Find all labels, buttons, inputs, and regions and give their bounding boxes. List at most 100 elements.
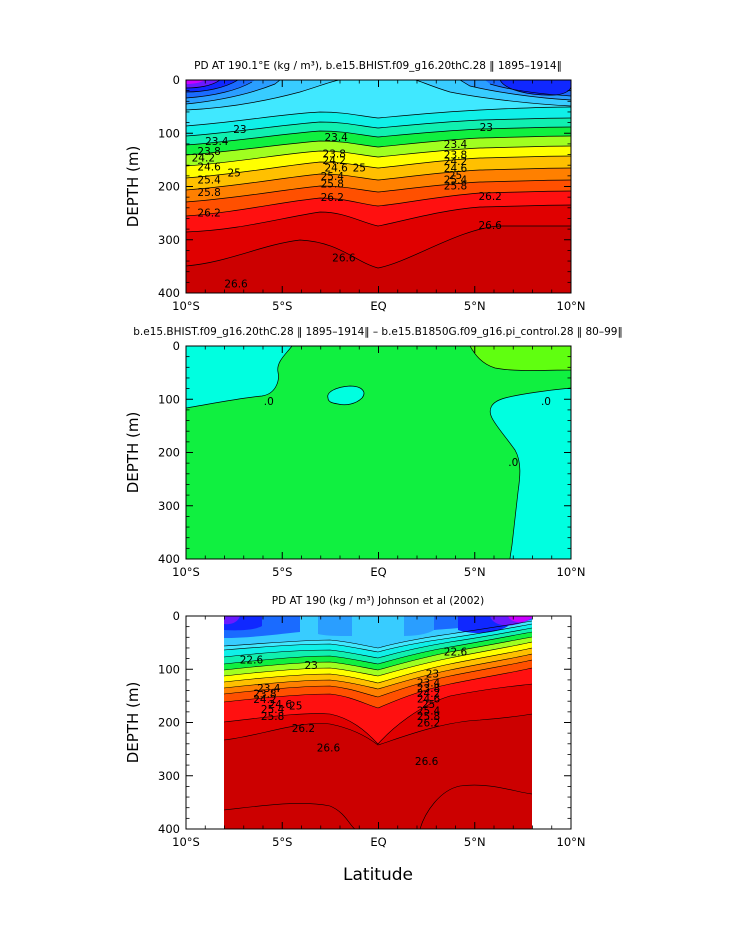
contour-label: 25	[449, 170, 462, 182]
y-tick-label: 400	[158, 552, 180, 566]
contour-label: 24.2	[417, 688, 440, 700]
panel-3: PD AT 190 (kg / m³) Johnson et al (2002)	[124, 595, 586, 849]
figure-x-axis-label: Latitude	[343, 865, 413, 885]
contour-label: 25.4	[417, 705, 441, 717]
x-tick-label: 10°S	[172, 835, 200, 849]
contour-label: 24.2	[323, 155, 346, 167]
y-tick-label: 300	[158, 233, 180, 247]
contour-label: 26.6	[332, 252, 356, 264]
contour-label: 23	[233, 124, 246, 136]
y-tick-label: 0	[173, 609, 180, 623]
contour-label: 23	[426, 669, 439, 681]
contour-label: 25.4	[444, 175, 468, 187]
x-tick-label: 10°S	[172, 565, 200, 579]
contour-label: 24.2	[444, 156, 467, 168]
contour-label: 25.8	[261, 711, 284, 723]
x-tick-label: 5°S	[272, 835, 292, 849]
x-tick-label: 5°N	[464, 835, 486, 849]
contour-label: 25	[353, 162, 366, 174]
panel-2-field	[186, 346, 571, 559]
y-tick-label: 300	[158, 769, 180, 783]
y-tick-label: 200	[158, 180, 180, 194]
contour-label: 24.6	[197, 161, 221, 173]
contour-label: .0	[508, 457, 518, 469]
contour-label: 24.2	[253, 694, 276, 706]
contour-label: 23.4	[324, 132, 348, 144]
panel-3-field	[186, 616, 571, 829]
contour-label: 23.8	[444, 150, 467, 162]
contour-label: 22.6	[240, 655, 264, 667]
panel-2-title: b.e15.BHIST.f09_g16.20thC.28 ‖ 1895–1914…	[133, 326, 622, 338]
contour-label: 25.4	[321, 171, 345, 183]
contour-label: 24.6	[269, 699, 293, 711]
contour-label: 26.2	[417, 718, 440, 730]
contour-label: 25	[227, 168, 240, 180]
contour-label: 26.6	[478, 220, 502, 232]
panel-3-axes: 10°S 5°S EQ 5°N 10°N 0 100 200 300 400 DEPTH (m)	[124, 609, 586, 849]
contour-label: 25.8	[417, 711, 440, 723]
contour-label: 26.2	[321, 192, 344, 204]
panel-1-contour-labels: 2323.423.824.224.62525.425.826.226.623.4…	[192, 122, 503, 291]
x-tick-label: 5°S	[272, 565, 292, 579]
contour-label: 23.8	[253, 689, 276, 701]
y-axis-label: DEPTH (m)	[124, 682, 142, 764]
contour-label: 24.6	[324, 162, 348, 174]
panel-2-axes: 10°S 5°S EQ 5°N 10°N 0 100 200 300 400 DEPTH (m)	[124, 339, 586, 579]
y-tick-label: 0	[173, 73, 180, 87]
x-tick-label: 5°N	[464, 565, 486, 579]
y-tick-label: 100	[158, 392, 180, 406]
contour-label: 26.2	[292, 723, 315, 735]
contour-label: 22.6	[444, 647, 468, 659]
contour-label: .0	[541, 396, 551, 408]
panel-2-contour-labels: .0 .0 .0	[264, 396, 551, 469]
x-tick-label: 10°N	[557, 299, 586, 313]
panel-2: b.e15.BHIST.f09_g16.20thC.28 ‖ 1895–1914…	[124, 326, 623, 579]
x-tick-label: 10°N	[557, 835, 586, 849]
contour-label: 23.8	[417, 683, 440, 695]
y-tick-label: 400	[158, 286, 180, 300]
contour-label: 25	[289, 700, 302, 712]
contour-label: 23	[480, 122, 493, 134]
x-tick-label: 10°N	[557, 565, 586, 579]
contour-label: 23.8	[323, 148, 346, 160]
contour-label: 26.6	[224, 278, 248, 290]
contour-label: 23.4	[257, 683, 281, 695]
y-tick-label: 200	[158, 716, 180, 730]
contour-label: 23	[304, 660, 317, 672]
contour-label: 23.8	[197, 146, 220, 158]
panel-1-title: PD AT 190.1°E (kg / m³), b.e15.BHIST.f09…	[194, 60, 562, 72]
contour-label: 23.4	[417, 678, 441, 690]
y-axis-label: DEPTH (m)	[124, 146, 142, 228]
panel-1-axes: 10°S 5°S EQ 5°N 10°N 0 100 200 300 400 DEPTH (m)	[124, 73, 586, 313]
x-tick-label: EQ	[370, 299, 386, 313]
y-tick-label: 100	[158, 126, 180, 140]
contour-label: 23.4	[444, 139, 468, 151]
contour-label: 24.6	[417, 694, 441, 706]
contour-label: 26.6	[317, 743, 341, 755]
x-tick-label: EQ	[370, 565, 386, 579]
contour-label: 24.6	[444, 163, 468, 175]
contour-label: 26.2	[478, 191, 501, 203]
contour-label: 25.8	[444, 180, 467, 192]
contour-label: 25.8	[321, 178, 344, 190]
y-tick-label: 400	[158, 822, 180, 836]
contour-label: 24.2	[192, 153, 215, 165]
contour-label: 25	[422, 699, 435, 711]
contour-label: 26.6	[415, 756, 439, 768]
panel-3-title: PD AT 190 (kg / m³) Johnson et al (2002)	[272, 595, 484, 607]
x-tick-label: 5°N	[464, 299, 486, 313]
contour-label: 25.8	[197, 187, 220, 199]
contour-label: 25.4	[197, 175, 221, 187]
y-tick-label: 200	[158, 446, 180, 460]
panel-1-field	[186, 80, 571, 293]
contour-label: 26.2	[197, 208, 220, 220]
y-axis-label: DEPTH (m)	[124, 412, 142, 494]
contour-label: 25.4	[261, 704, 285, 716]
y-tick-label: 300	[158, 499, 180, 513]
y-tick-label: 100	[158, 662, 180, 676]
panel-3-contour-labels: 22.6 2323.423.824.224.62525.425.826.226.6…	[240, 647, 468, 768]
x-tick-label: EQ	[370, 835, 386, 849]
contour-label: 23.4	[205, 136, 229, 148]
x-tick-label: 10°S	[172, 299, 200, 313]
